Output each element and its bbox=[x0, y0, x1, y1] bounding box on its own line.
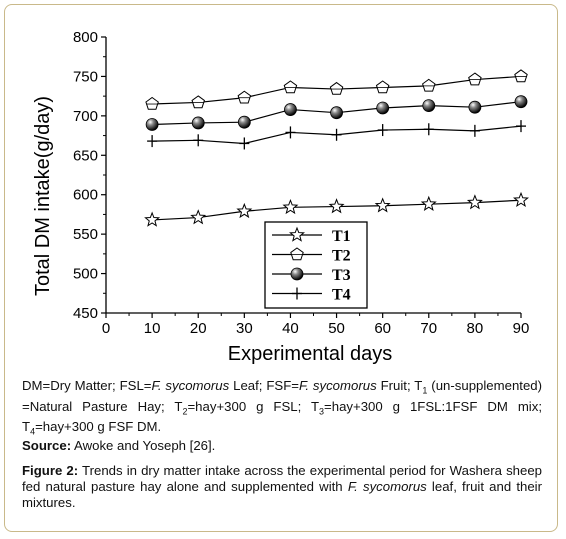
legend-label-t1: T1 bbox=[332, 228, 351, 245]
series-t4 bbox=[147, 120, 526, 150]
data-point-t1 bbox=[328, 198, 345, 214]
x-tick-label: 30 bbox=[236, 320, 253, 337]
x-tick-label: 40 bbox=[282, 320, 299, 337]
x-tick-label: 10 bbox=[144, 320, 161, 337]
y-tick-label: 750 bbox=[73, 68, 98, 85]
series-t2 bbox=[145, 69, 528, 110]
source-line: Source: Awoke and Yoseph [26]. bbox=[22, 438, 216, 453]
x-tick-label: 70 bbox=[420, 320, 437, 337]
data-point-t2 bbox=[514, 69, 528, 83]
data-point-t2 bbox=[375, 80, 390, 94]
y-tick-label: 650 bbox=[73, 147, 98, 164]
data-point-t4 bbox=[193, 134, 204, 147]
y-tick-label: 800 bbox=[73, 29, 98, 46]
data-point-t3 bbox=[468, 100, 482, 114]
data-point-t2 bbox=[283, 80, 298, 94]
x-tick-label: 50 bbox=[328, 320, 345, 337]
data-point-t3 bbox=[145, 118, 159, 131]
legend-label-t4: T4 bbox=[332, 287, 351, 304]
data-point-t3 bbox=[376, 101, 390, 115]
data-point-t4 bbox=[239, 137, 250, 150]
legend-marker-t3 bbox=[290, 267, 304, 281]
data-point-t2 bbox=[468, 72, 482, 86]
legend-marker-t2 bbox=[290, 247, 304, 261]
data-point-t1 bbox=[282, 198, 299, 215]
data-point-t1 bbox=[420, 195, 437, 211]
figure-caption: Figure 2: Trends in dry matter intake ac… bbox=[22, 463, 542, 510]
series-t1 bbox=[144, 191, 529, 227]
y-tick-label: 500 bbox=[73, 266, 98, 283]
data-point-t3 bbox=[422, 99, 436, 113]
data-point-t2 bbox=[422, 78, 436, 92]
abbreviation-note: DM=Dry Matter; FSL=F. sycomorus Leaf; FS… bbox=[22, 378, 542, 437]
x-tick-label: 60 bbox=[374, 320, 391, 337]
data-point-t1 bbox=[374, 197, 391, 213]
data-point-t3 bbox=[330, 106, 343, 120]
data-point-t4 bbox=[331, 128, 342, 141]
y-tick-label: 550 bbox=[73, 226, 98, 243]
data-point-t4 bbox=[377, 124, 388, 137]
data-point-t1 bbox=[513, 191, 529, 208]
data-point-t4 bbox=[423, 123, 434, 136]
legend-label-t3: T3 bbox=[332, 267, 351, 284]
x-tick-label: 20 bbox=[190, 320, 207, 337]
x-tick-label: 90 bbox=[513, 320, 530, 337]
data-point-t1 bbox=[466, 194, 483, 210]
data-point-t2 bbox=[329, 81, 344, 95]
data-point-t3 bbox=[237, 115, 251, 129]
y-axis-label: Total DM intake(g/day) bbox=[32, 96, 54, 296]
data-point-t4 bbox=[285, 126, 296, 139]
x-axis-label: Experimental days bbox=[228, 343, 393, 365]
data-point-t4 bbox=[469, 124, 480, 137]
series-t3 bbox=[145, 95, 528, 131]
data-point-t1 bbox=[190, 209, 207, 225]
y-tick-label: 450 bbox=[73, 305, 98, 322]
legend-marker-t1 bbox=[289, 226, 305, 242]
data-point-t1 bbox=[236, 202, 253, 219]
data-point-t2 bbox=[191, 95, 205, 109]
y-tick-label: 600 bbox=[73, 187, 98, 204]
line-chart: 450 500 550 600 650 700 750 800 0 10 20 30 40 50 60 70 8… bbox=[32, 29, 530, 365]
x-tick-label: 80 bbox=[467, 320, 484, 337]
x-tick-label: 0 bbox=[102, 320, 110, 337]
data-point-t3 bbox=[284, 103, 297, 116]
data-point-t2 bbox=[237, 90, 252, 104]
data-point-t3 bbox=[514, 95, 528, 109]
data-point-t2 bbox=[145, 96, 159, 110]
data-point-t1 bbox=[144, 211, 161, 227]
y-tick-label: 700 bbox=[73, 108, 98, 125]
data-point-t3 bbox=[191, 116, 205, 130]
legend-label-t2: T2 bbox=[332, 248, 351, 265]
data-point-t4 bbox=[516, 120, 526, 133]
data-point-t4 bbox=[147, 135, 158, 148]
legend-marker-t4 bbox=[292, 287, 302, 300]
